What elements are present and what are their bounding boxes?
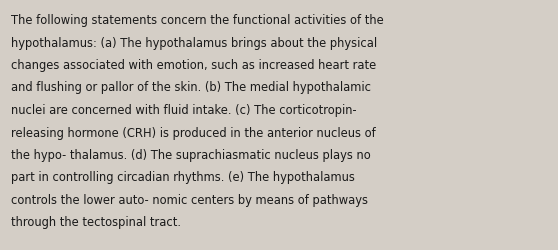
- Text: controls the lower auto- nomic centers by means of pathways: controls the lower auto- nomic centers b…: [11, 193, 368, 206]
- Text: hypothalamus: (a) The hypothalamus brings about the physical: hypothalamus: (a) The hypothalamus bring…: [11, 36, 377, 49]
- Text: the hypo- thalamus. (d) The suprachiasmatic nucleus plays no: the hypo- thalamus. (d) The suprachiasma…: [11, 148, 371, 161]
- Text: through the tectospinal tract.: through the tectospinal tract.: [11, 216, 181, 228]
- Text: nuclei are concerned with fluid intake. (c) The corticotropin-: nuclei are concerned with fluid intake. …: [11, 104, 357, 117]
- Text: The following statements concern the functional activities of the: The following statements concern the fun…: [11, 14, 384, 27]
- Text: and flushing or pallor of the skin. (b) The medial hypothalamic: and flushing or pallor of the skin. (b) …: [11, 81, 371, 94]
- Text: releasing hormone (CRH) is produced in the anterior nucleus of: releasing hormone (CRH) is produced in t…: [11, 126, 376, 139]
- Text: changes associated with emotion, such as increased heart rate: changes associated with emotion, such as…: [11, 59, 376, 72]
- Text: part in controlling circadian rhythms. (e) The hypothalamus: part in controlling circadian rhythms. (…: [11, 171, 355, 184]
